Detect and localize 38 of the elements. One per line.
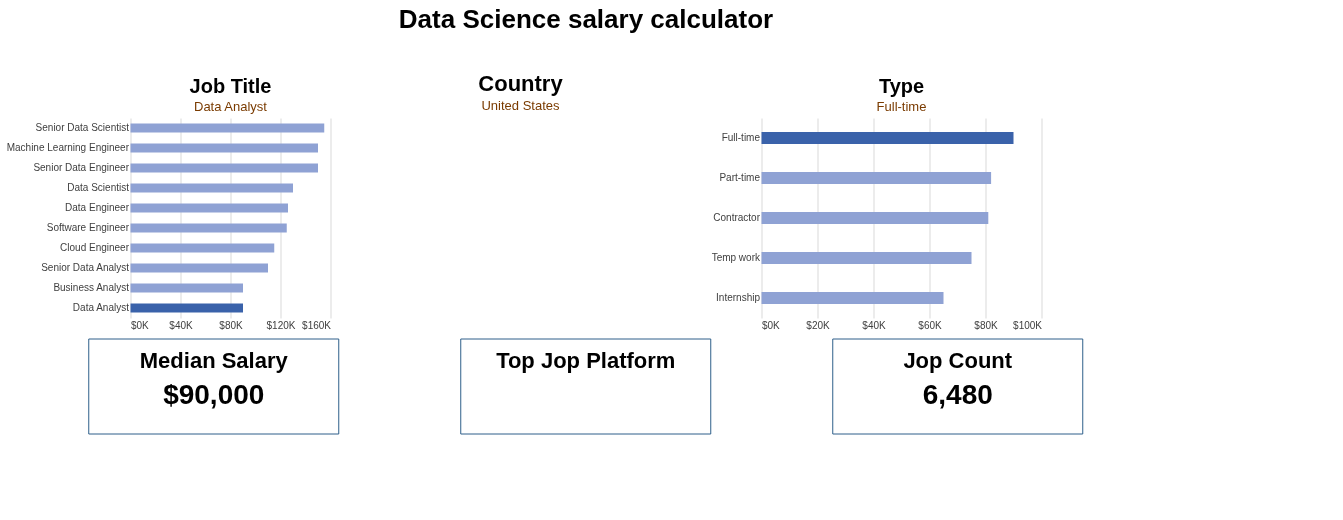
- y-tick-label: Full-time: [721, 132, 761, 143]
- chart-title: Job Title: [189, 75, 272, 97]
- chart-title: Type: [878, 75, 925, 97]
- text: Jop Count: [903, 347, 1013, 373]
- x-tick-label: $120K: [266, 319, 296, 331]
- y-tick-label: Machine Learning Engineer: [6, 142, 130, 153]
- y-tick-label: Software Engineer: [46, 222, 130, 233]
- text: United States: [481, 98, 561, 113]
- y-tick-label: Senior Data Scientist: [35, 122, 130, 133]
- x-tick-label: $160K: [302, 319, 332, 331]
- text: 6,480: [922, 379, 993, 410]
- text: Top Jop Platform: [496, 347, 676, 373]
- y-tick-label: Contractor: [713, 212, 761, 223]
- text: $90,000: [163, 379, 265, 410]
- chart-subtitle: Full-time: [876, 99, 927, 114]
- x-tick-label: $80K: [974, 319, 998, 331]
- x-tick-label: $0K: [131, 319, 150, 331]
- x-tick-label: $60K: [918, 319, 942, 331]
- y-tick-label: Cloud Engineer: [60, 242, 130, 253]
- x-tick-label: $100K: [1013, 319, 1043, 331]
- x-tick-label: $40K: [169, 319, 193, 331]
- chart-subtitle: Data Analyst: [194, 99, 268, 114]
- y-tick-label: Senior Data Analyst: [41, 262, 130, 273]
- y-tick-label: Internship: [716, 292, 761, 303]
- text: Data Science salary calculator: [398, 3, 774, 34]
- text: Country: [478, 71, 564, 96]
- y-tick-label: Business Analyst: [53, 282, 130, 293]
- y-tick-label: Senior Data Engineer: [33, 162, 130, 173]
- y-tick-label: Data Scientist: [67, 182, 130, 193]
- x-tick-label: $40K: [862, 319, 886, 331]
- text: Median Salary: [139, 347, 289, 373]
- y-tick-label: Part-time: [719, 172, 761, 183]
- x-tick-label: $20K: [806, 319, 830, 331]
- x-tick-label: $80K: [219, 319, 243, 331]
- y-tick-label: Temp work: [711, 252, 761, 263]
- y-tick-label: Data Engineer: [65, 202, 130, 213]
- x-tick-label: $0K: [762, 319, 781, 331]
- y-tick-label: Data Analyst: [72, 302, 130, 313]
